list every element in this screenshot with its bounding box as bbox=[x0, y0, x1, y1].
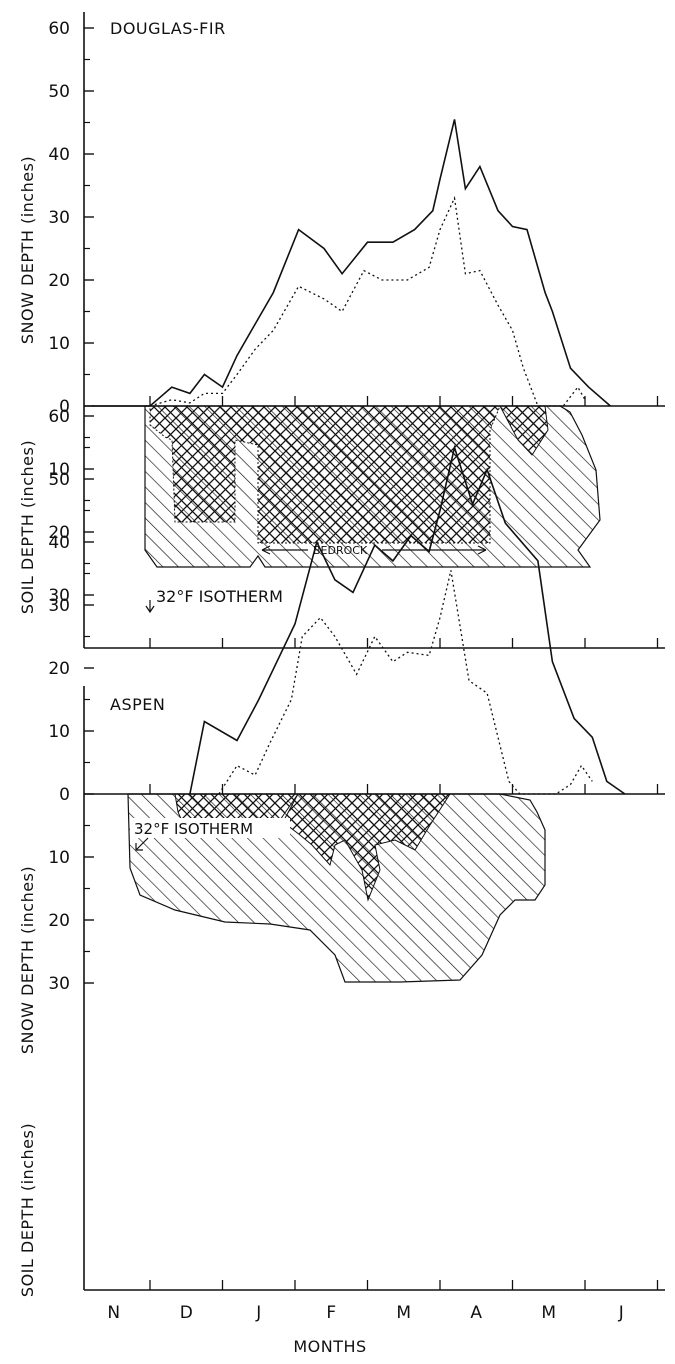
x-axis-ticks bbox=[149, 396, 659, 648]
douglas-fir-panel: DOUGLAS-FIR 60 50 40 30 20 10 0 10 20 30 SNOW DEP… bbox=[18, 12, 665, 649]
y-tick-label: 30 bbox=[48, 596, 70, 616]
y-tick-label: 0 bbox=[59, 785, 70, 805]
y-axis-title-soil: SOIL DEPTH (inches) bbox=[18, 1123, 37, 1297]
y-axis-title-snow: SNOW DEPTH (inches) bbox=[18, 866, 37, 1054]
snow-depth-line-dotted bbox=[149, 195, 586, 407]
x-tick-label: J bbox=[618, 1303, 624, 1323]
y-tick-label: 30 bbox=[48, 208, 70, 228]
x-tick-label: M bbox=[541, 1303, 556, 1323]
y-tick-label: 10 bbox=[48, 848, 70, 868]
bedrock-label: BEDROCK bbox=[313, 544, 368, 557]
isotherm-label-bg bbox=[152, 585, 322, 607]
frozen-soil-crosshatch-region bbox=[149, 405, 501, 544]
isotherm-arrow bbox=[135, 837, 149, 851]
x-tick-label: A bbox=[470, 1303, 482, 1323]
y-tick-label: 60 bbox=[48, 407, 70, 427]
isotherm-label: 32°F ISOTHERM bbox=[134, 820, 253, 838]
y-tick-label: 0 bbox=[59, 397, 70, 417]
y-tick-label: 60 bbox=[48, 19, 70, 39]
series-lines bbox=[92, 119, 611, 407]
series-lines bbox=[189, 444, 626, 795]
y-tick-label: 30 bbox=[48, 974, 70, 994]
y-axis-title-soil: SOIL DEPTH (inches) bbox=[18, 440, 37, 614]
snow-depth-line-solid bbox=[189, 444, 626, 795]
y-axis-ticks: 60 50 40 30 20 10 0 10 20 30 bbox=[48, 407, 94, 994]
y-tick-label: 50 bbox=[48, 82, 70, 102]
isotherm-arrow bbox=[145, 600, 155, 614]
y-tick-label: 20 bbox=[48, 659, 70, 679]
x-tick-label: F bbox=[326, 1303, 336, 1323]
snow-depth-line-dotted bbox=[218, 570, 593, 795]
aspen-panel: ASPEN 60 50 40 30 20 10 0 10 20 30 N D J F M A M J SNOW … bbox=[18, 407, 665, 1356]
isotherm-label-bg bbox=[130, 818, 290, 838]
isotherm-label: 32°F ISOTHERM bbox=[156, 587, 283, 606]
y-axis-ticks: 60 50 40 30 20 10 0 10 20 30 bbox=[48, 19, 94, 606]
y-tick-label: 10 bbox=[48, 460, 70, 480]
y-axis-title-snow: SNOW DEPTH (inches) bbox=[18, 156, 37, 344]
panel-title: ASPEN bbox=[110, 695, 165, 714]
x-tick-label: D bbox=[180, 1303, 193, 1323]
x-tick-label: M bbox=[396, 1303, 411, 1323]
y-tick-label: 40 bbox=[48, 533, 70, 553]
y-tick-label: 10 bbox=[48, 722, 70, 742]
y-tick-label: 30 bbox=[48, 586, 70, 606]
panel-title: DOUGLAS-FIR bbox=[110, 19, 226, 38]
isotherm-hatched-region bbox=[127, 793, 546, 983]
x-tick-label: J bbox=[255, 1303, 261, 1323]
y-tick-label: 20 bbox=[48, 523, 70, 543]
y-tick-label: 10 bbox=[48, 334, 70, 354]
x-axis-title: MONTHS bbox=[293, 1337, 366, 1356]
y-tick-label: 20 bbox=[48, 271, 70, 291]
axis bbox=[83, 686, 665, 1291]
y-tick-label: 20 bbox=[48, 911, 70, 931]
bedrock-arrow-heads bbox=[261, 545, 487, 555]
y-tick-label: 40 bbox=[48, 145, 70, 165]
y-tick-label: 50 bbox=[48, 470, 70, 490]
frozen-soil-crosshatch-region-mid bbox=[282, 793, 451, 902]
snow-depth-line-solid bbox=[92, 119, 611, 407]
x-tick-label: N bbox=[107, 1303, 120, 1323]
